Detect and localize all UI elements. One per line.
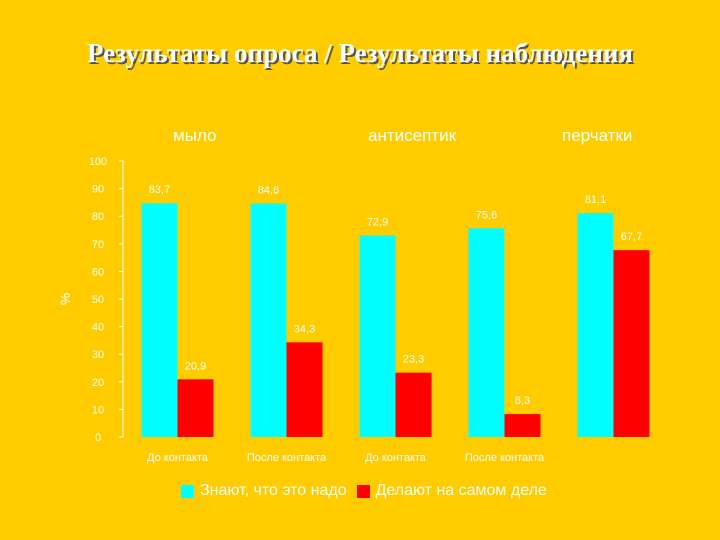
category-label: После контакта	[465, 452, 545, 464]
bar-know	[577, 213, 614, 437]
chart-legend: Знают, что это надо Делают на самом деле	[181, 482, 551, 500]
category-label: До контакта	[147, 452, 209, 464]
bar-know	[359, 235, 396, 437]
y-tick-label: 0	[95, 432, 101, 444]
data-label-do: 8,3	[515, 395, 530, 407]
y-tick-label: 30	[92, 349, 104, 361]
legend-swatch-do	[356, 484, 370, 498]
group-label-soap: мыло	[173, 126, 217, 145]
y-tick-label: 50	[92, 294, 104, 306]
y-tick-label: 70	[92, 239, 104, 251]
legend-label-know: Знают, что это надо	[200, 482, 347, 499]
data-label-do: 34,3	[294, 323, 315, 335]
data-label-do: 23,3	[403, 354, 424, 366]
category-label: После контакта	[247, 452, 327, 464]
group-label-gloves: перчатки	[562, 126, 633, 145]
y-tick-label: 100	[89, 156, 107, 168]
legend-label-do: Делают на самом деле	[375, 482, 547, 499]
bar-do	[395, 372, 432, 437]
legend-item-do: Делают на самом деле	[356, 482, 547, 500]
slide-title: Результаты опроса / Результаты наблюдени…	[86, 38, 634, 68]
data-label-know: 84,6	[258, 185, 279, 197]
category-label: До контакта	[365, 452, 427, 464]
y-tick-label: 20	[92, 377, 104, 389]
y-tick-label: 10	[92, 404, 104, 416]
data-label-know: 72,9	[367, 217, 388, 229]
y-tick-label: 60	[92, 266, 104, 278]
bar-do	[504, 414, 541, 437]
bar-know	[250, 203, 287, 437]
y-axis-title: %	[57, 293, 73, 305]
bar-do	[177, 379, 214, 437]
bar-know	[468, 228, 505, 437]
legend-item-know: Знают, что это надо	[181, 482, 347, 500]
bar-do	[613, 250, 650, 437]
y-tick-label: 40	[92, 322, 104, 334]
legend-swatch-know	[181, 484, 194, 498]
bar-know	[141, 203, 178, 437]
data-label-do: 20,9	[185, 360, 206, 372]
data-label-know: 75,6	[476, 209, 497, 221]
y-tick-label: 90	[92, 184, 104, 196]
data-label-know: 83,7	[149, 184, 170, 196]
group-label-antiseptic: антисептик	[368, 126, 457, 145]
data-label-know: 81,1	[585, 194, 606, 206]
data-label-do: 67,7	[621, 231, 642, 243]
y-tick-label: 80	[92, 211, 104, 223]
bar-do	[286, 342, 323, 437]
